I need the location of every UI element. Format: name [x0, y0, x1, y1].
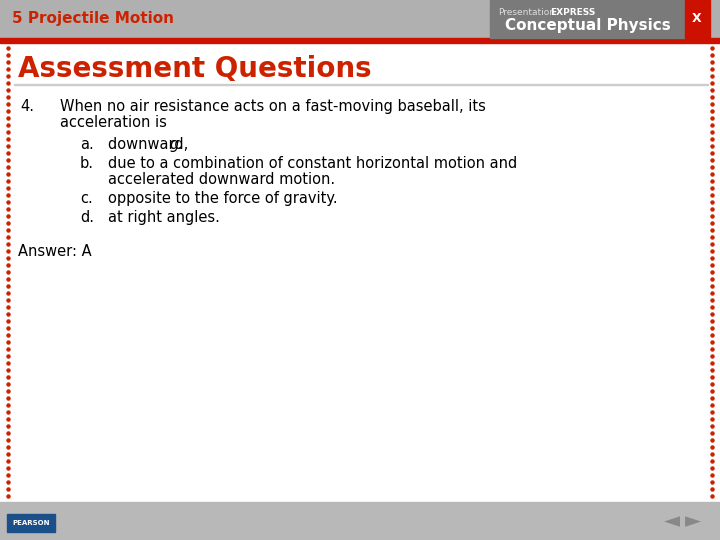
Text: opposite to the force of gravity.: opposite to the force of gravity. — [108, 191, 338, 206]
Text: When no air resistance acts on a fast-moving baseball, its: When no air resistance acts on a fast-mo… — [60, 99, 486, 114]
Text: 5 Projectile Motion: 5 Projectile Motion — [12, 11, 174, 26]
Text: Assessment Questions: Assessment Questions — [18, 55, 372, 83]
Bar — [0, 43, 720, 502]
Text: at right angles.: at right angles. — [108, 210, 220, 225]
Text: accelerated downward motion.: accelerated downward motion. — [108, 172, 335, 187]
Bar — [7, 514, 55, 532]
Text: Conceptual Physics: Conceptual Physics — [505, 18, 670, 33]
Text: ►: ► — [685, 511, 701, 531]
Text: PEARSON: PEARSON — [12, 520, 50, 526]
Text: ◄: ◄ — [664, 511, 680, 531]
Bar — [0, 502, 720, 540]
Text: acceleration is: acceleration is — [60, 115, 167, 130]
Text: X: X — [692, 12, 702, 25]
Bar — [0, 38, 720, 43]
Text: a.: a. — [80, 137, 94, 152]
Bar — [490, 0, 685, 38]
Text: c.: c. — [80, 191, 93, 206]
Text: 4.: 4. — [20, 99, 34, 114]
Text: g.: g. — [170, 137, 184, 152]
Text: d.: d. — [80, 210, 94, 225]
Text: EXPRESS: EXPRESS — [550, 8, 595, 17]
Text: due to a combination of constant horizontal motion and: due to a combination of constant horizon… — [108, 156, 517, 171]
Text: Presentation: Presentation — [498, 8, 555, 17]
Text: b.: b. — [80, 156, 94, 171]
Text: Answer: A: Answer: A — [18, 244, 91, 259]
Text: downward,: downward, — [108, 137, 193, 152]
Bar — [685, 0, 710, 38]
Bar — [14, 84, 708, 85]
Bar — [0, 0, 720, 38]
